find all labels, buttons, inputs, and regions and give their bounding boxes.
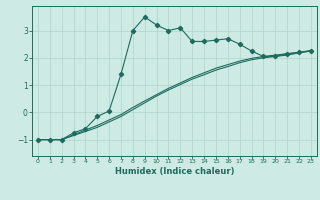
- X-axis label: Humidex (Indice chaleur): Humidex (Indice chaleur): [115, 167, 234, 176]
